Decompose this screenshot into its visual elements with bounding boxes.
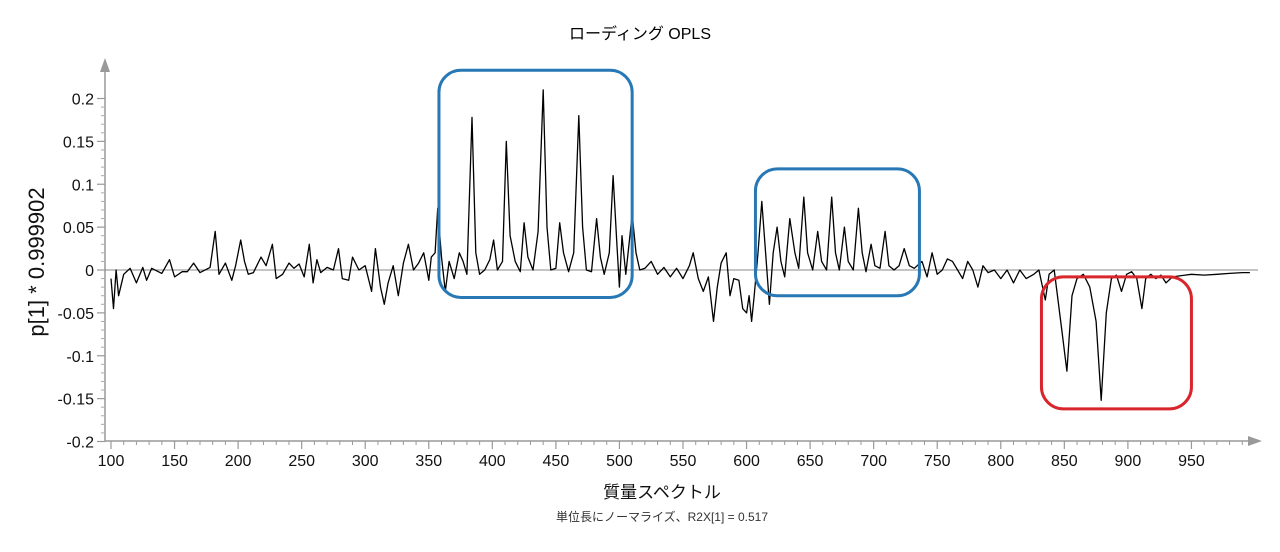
highlight-box [753,167,921,298]
y-tick-label: 0.1 [72,177,94,194]
x-tick-label: 600 [733,453,760,470]
x-tick-label: 650 [797,453,824,470]
loading-series-line [110,89,1250,401]
x-tick-label: 100 [98,453,125,470]
x-tick-label: 550 [670,453,697,470]
x-tick-label: 500 [606,453,633,470]
y-tick-label: -0.1 [66,349,94,366]
highlight-box [437,68,634,299]
x-tick-label: 750 [924,453,951,470]
x-tick-label: 700 [860,453,887,470]
y-tick-label: 0.05 [63,220,94,237]
x-tick-label: 900 [1115,453,1142,470]
x-tick-label: 200 [225,453,252,470]
x-axis-arrow [1248,436,1262,446]
y-tick-label: 0.15 [63,134,94,151]
y-tick-label: -0.2 [66,435,94,452]
x-tick-label: 150 [161,453,188,470]
y-tick-label: 0.2 [72,92,94,109]
x-tick-label: 950 [1178,453,1205,470]
x-tick-label: 400 [479,453,506,470]
x-tick-label: 450 [543,453,570,470]
chart-subtitle: 単位長にノーマライズ、R2X[1] = 0.517 [556,509,768,524]
x-tick-label: 300 [352,453,379,470]
highlight-box [1039,275,1193,411]
x-tick-label: 800 [987,453,1014,470]
x-tick-label: 250 [288,453,315,470]
y-axis-label: p[1] * 0.999902 [24,187,49,336]
y-tick-label: 0 [85,263,94,280]
x-tick-label: 850 [1051,453,1078,470]
y-axis-arrow [100,58,110,72]
x-axis-label: 質量スペクトル [603,483,721,502]
y-tick-label: -0.15 [58,392,95,409]
x-tick-label: 350 [415,453,442,470]
chart-title: ローディング OPLS [569,24,711,43]
y-tick-label: -0.05 [58,306,95,323]
